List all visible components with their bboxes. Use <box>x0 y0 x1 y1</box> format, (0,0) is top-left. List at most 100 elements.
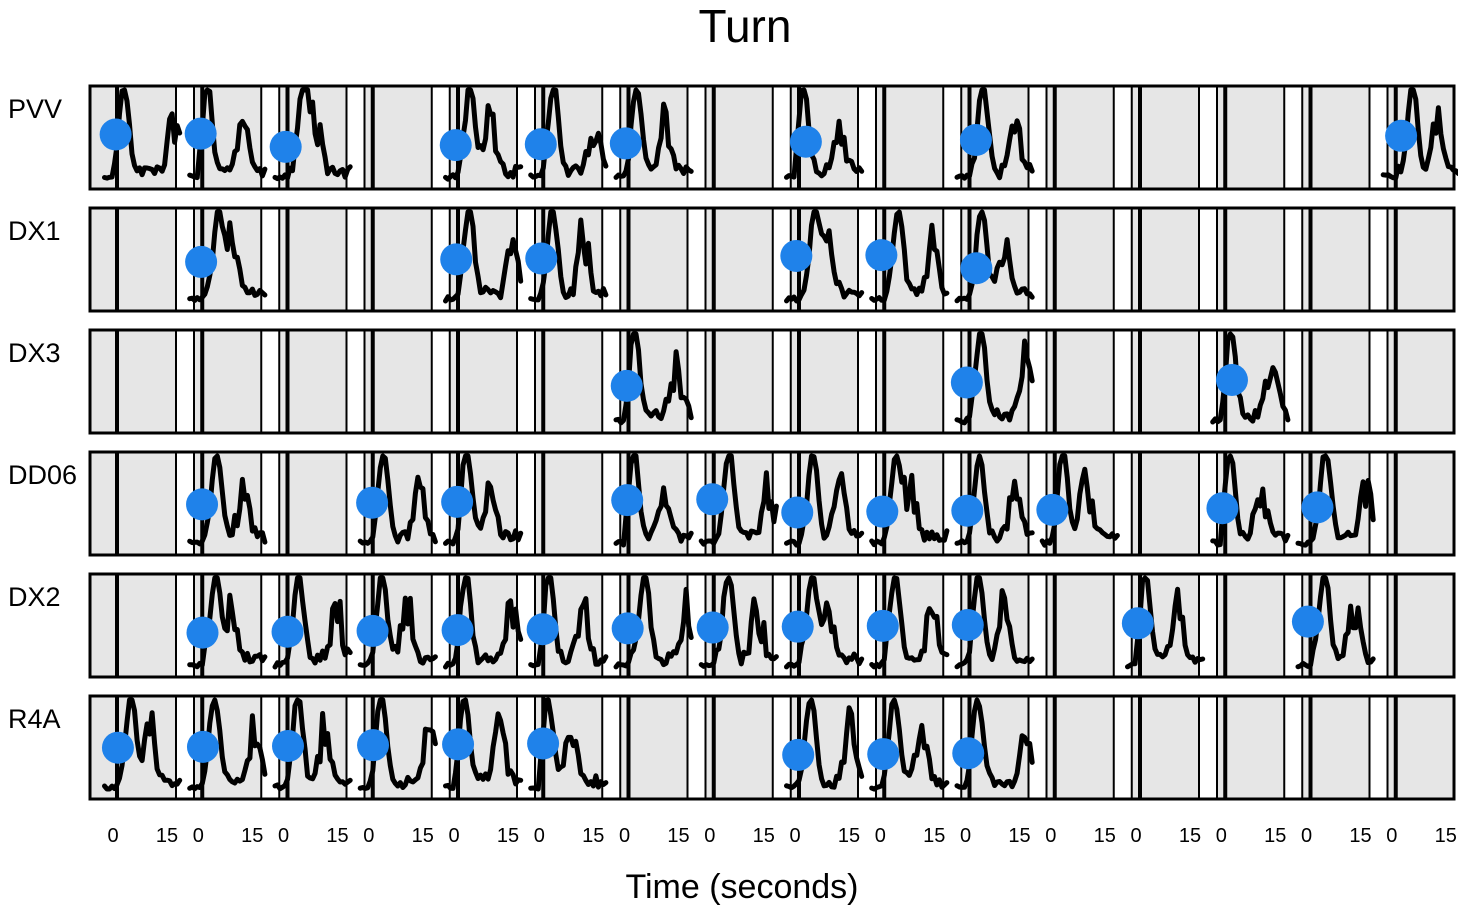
response-trace <box>784 209 865 304</box>
x-tick-label: 0 <box>534 825 545 847</box>
rows-layer: PVV DX1 DX3 DD06 DX2 R4A <box>8 84 1458 801</box>
response-trace <box>1210 453 1291 548</box>
block-gap <box>346 452 365 555</box>
block-gap <box>1284 330 1303 433</box>
panel-frame <box>88 84 1456 191</box>
block-gap <box>176 696 194 799</box>
x-tick-label: 0 <box>448 825 459 847</box>
block-gap <box>687 452 706 555</box>
response-trace <box>1380 87 1458 181</box>
response-trace <box>102 697 183 792</box>
event-marker <box>1121 607 1154 640</box>
event-marker <box>271 730 304 763</box>
row-label: DD06 <box>8 460 77 490</box>
block-gap <box>176 574 194 677</box>
block-gap <box>517 330 535 433</box>
event-marker <box>440 243 473 276</box>
response-trace <box>869 209 950 303</box>
response-trace <box>954 209 1035 304</box>
block-gap <box>943 86 962 189</box>
block-gap <box>772 696 791 799</box>
row-dx1: DX1 <box>8 206 1456 313</box>
x-tick-label: 15 <box>582 825 604 847</box>
event-marker <box>439 129 472 162</box>
block-gap <box>1199 696 1217 799</box>
event-marker <box>696 611 729 644</box>
x-tick-label: 0 <box>875 825 886 847</box>
x-tick-label: 15 <box>667 825 689 847</box>
block-gap <box>1113 208 1132 311</box>
block-gap <box>602 574 621 677</box>
x-tick-label: 15 <box>1349 825 1371 847</box>
event-marker <box>186 616 219 649</box>
x-tick-label: 15 <box>497 825 519 847</box>
block-gap <box>261 452 280 555</box>
event-marker <box>1036 493 1069 526</box>
event-marker <box>101 731 134 764</box>
x-tick-label: 15 <box>923 825 945 847</box>
event-marker <box>357 729 390 762</box>
x-tick-label: 15 <box>1008 825 1030 847</box>
event-marker <box>99 118 132 151</box>
x-tick-label: 0 <box>193 825 204 847</box>
block-gap <box>176 452 194 555</box>
x-axis-label: Time (seconds) <box>625 868 858 906</box>
block-gap <box>858 330 876 433</box>
block-gap <box>517 86 535 189</box>
response-trace <box>784 697 865 791</box>
block-gap <box>261 574 280 677</box>
block-gap <box>1369 208 1388 311</box>
event-marker <box>269 130 302 163</box>
response-trace <box>187 697 268 792</box>
x-tick-label: 0 <box>1386 825 1397 847</box>
block-gap <box>517 696 535 799</box>
response-trace <box>954 453 1035 546</box>
response-trace <box>698 575 779 669</box>
block-gap <box>1369 330 1388 433</box>
block-gap <box>346 330 365 433</box>
event-marker <box>782 738 815 771</box>
event-marker <box>610 369 643 402</box>
x-tick-label: 0 <box>960 825 971 847</box>
response-trace <box>443 209 524 304</box>
response-trace <box>954 575 1035 670</box>
event-marker <box>951 608 984 641</box>
block-gap <box>1028 330 1047 433</box>
response-trace <box>869 697 950 792</box>
block-gap <box>176 330 194 433</box>
row-label: R4A <box>8 704 61 734</box>
block-gap <box>687 574 706 677</box>
block-gap <box>772 452 791 555</box>
event-marker <box>441 485 474 518</box>
block-gap <box>1028 452 1047 555</box>
x-tick-label: 0 <box>789 825 800 847</box>
event-marker <box>271 615 304 648</box>
panel-frame <box>88 206 1456 313</box>
block-gap <box>346 208 365 311</box>
x-tick-label: 15 <box>156 825 178 847</box>
x-axis-ticks: 0 15 0 15 0 15 0 15 0 15 0 15 0 15 0 15 0 15 0 15 0 15 0 15 0 15 0… <box>107 825 1456 847</box>
event-marker <box>524 128 557 161</box>
block-gap <box>602 696 621 799</box>
event-marker <box>789 125 822 158</box>
event-marker <box>185 245 218 278</box>
event-marker <box>527 727 560 760</box>
block-gap <box>687 208 706 311</box>
event-marker <box>186 730 219 763</box>
response-trace <box>698 453 779 547</box>
block-gap <box>687 330 706 433</box>
block-gap <box>1028 574 1047 677</box>
block-gap <box>431 574 450 677</box>
block-gap <box>1113 696 1132 799</box>
event-marker <box>1215 363 1248 396</box>
block-gap <box>943 696 962 799</box>
response-trace <box>187 575 268 670</box>
event-marker <box>609 127 642 160</box>
block-gap <box>1028 696 1047 799</box>
response-trace <box>613 575 694 670</box>
x-tick-label: 0 <box>1130 825 1141 847</box>
block-gap <box>602 452 621 555</box>
x-tick-label: 15 <box>838 825 860 847</box>
response-trace <box>1295 453 1376 548</box>
block-gap <box>1028 86 1047 189</box>
